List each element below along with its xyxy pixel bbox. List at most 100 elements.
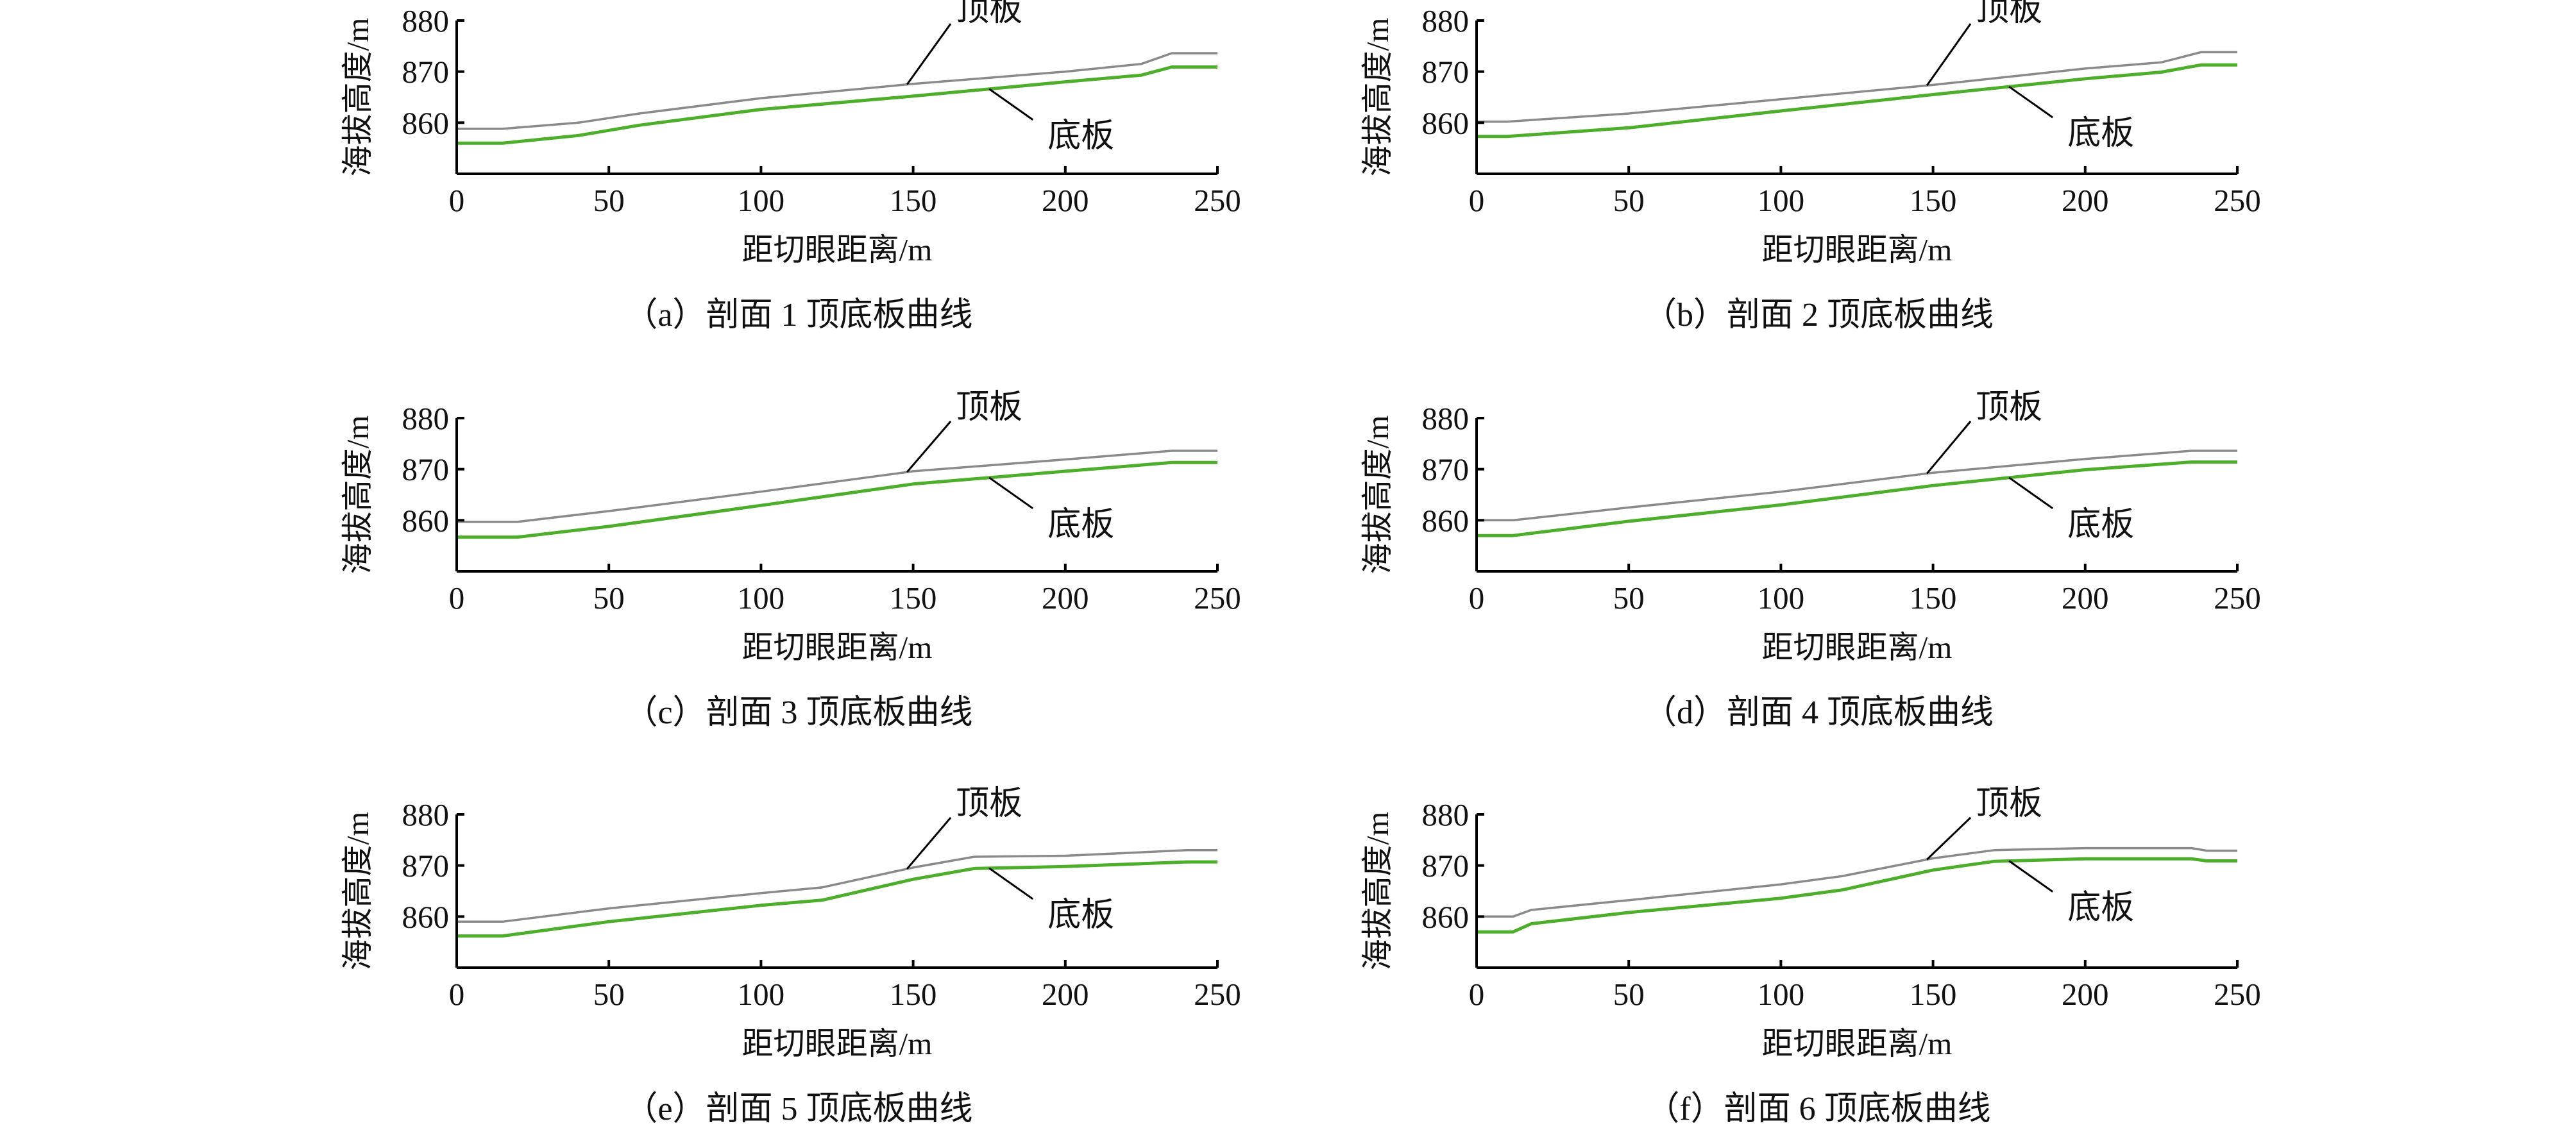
panel-2-x-tick-label: 0 bbox=[1469, 183, 1485, 218]
panel-4-y-tick-label: 870 bbox=[1422, 452, 1470, 487]
panel-2-y-tick-label: 870 bbox=[1422, 55, 1470, 90]
panel-3: 0 50 100 150 200 250 860 870 880 距切眼距离/m 海拔高度/m （c）… bbox=[340, 389, 1241, 731]
panel-5-x-tick-label: 0 bbox=[449, 977, 465, 1012]
panel-6-caption: （f）剖面 6 顶底板曲线 bbox=[1646, 1091, 1990, 1127]
panel-5-x-tick-label: 200 bbox=[1042, 977, 1089, 1012]
panel-3-floor-label: 底板 bbox=[1047, 507, 1114, 543]
panel-4-x-tick-label: 150 bbox=[1910, 580, 1957, 616]
panel-5-floor-label: 底板 bbox=[1047, 897, 1114, 934]
panel-4-floor-label: 底板 bbox=[2067, 507, 2134, 543]
panel-1-y-tick-label: 870 bbox=[402, 55, 450, 90]
panel-2-x-tick-label: 200 bbox=[2062, 183, 2109, 218]
panel-1-floor-leader bbox=[988, 88, 1034, 121]
panel-1-roof-label: 顶板 bbox=[956, 0, 1022, 28]
panel-1-floor-label: 底板 bbox=[1047, 118, 1114, 155]
panel-1-x-tick-label: 200 bbox=[1042, 183, 1089, 218]
panel-5-caption: （e）剖面 5 顶底板曲线 bbox=[624, 1091, 972, 1127]
panel-5-series-roof-line bbox=[457, 849, 1217, 923]
panel-2-floor-leader bbox=[2008, 85, 2054, 119]
panel-1-caption: （a）剖面 1 顶底板曲线 bbox=[624, 297, 972, 333]
panel-3-y-tick-label: 880 bbox=[402, 401, 450, 436]
panel-1-x-tick-label: 250 bbox=[1194, 183, 1241, 218]
panel-2-x-tick-label: 100 bbox=[1758, 183, 1805, 218]
panel-3-roof-label: 顶板 bbox=[956, 389, 1022, 426]
panel-6-y-tick-label: 860 bbox=[1422, 899, 1470, 934]
panel-5-x-tick-label: 150 bbox=[890, 977, 937, 1012]
panel-2-roof-label: 顶板 bbox=[1976, 0, 2042, 28]
panel-5-floor-leader bbox=[988, 867, 1034, 900]
panel-4-y-tick-label: 880 bbox=[1422, 401, 1470, 436]
panel-2-series-floor-line bbox=[1477, 63, 2237, 139]
panel-5-y-tick-label: 870 bbox=[402, 848, 450, 884]
panel-3-series-roof-line bbox=[457, 450, 1217, 523]
panel-2: 0 50 100 150 200 250 860 870 880 距切眼距离/m 海拔高度/m （b）… bbox=[1360, 0, 2261, 333]
panel-6-x-tick-label: 50 bbox=[1613, 977, 1645, 1012]
panel-4-x-tick-label: 50 bbox=[1613, 580, 1645, 616]
panel-6-x-tick-label: 150 bbox=[1910, 977, 1957, 1012]
panel-1-x-tick-label: 150 bbox=[890, 183, 937, 218]
panel-5-roof-leader bbox=[906, 817, 952, 870]
panel-6-x-tick-label: 250 bbox=[2214, 977, 2261, 1012]
panel-3-floor-leader bbox=[988, 476, 1034, 510]
panel-2-floor-label: 底板 bbox=[2067, 115, 2134, 152]
panel-5-y-tick-label: 880 bbox=[402, 797, 450, 832]
panel-2-series-roof-line bbox=[1477, 51, 2237, 123]
panel-4: 0 50 100 150 200 250 860 870 880 距切眼距离/m 海拔高度/m （d）… bbox=[1360, 389, 2261, 731]
panel-6-roof-leader bbox=[1926, 816, 1972, 861]
panel-6-floor-label: 底板 bbox=[2067, 890, 2134, 927]
panel-6-y-tick-label: 880 bbox=[1422, 797, 1470, 832]
panel-2-x-tick-label: 250 bbox=[2214, 183, 2261, 218]
panel-1-x-axis-title: 距切眼距离/m bbox=[742, 232, 933, 267]
panel-4-roof-leader bbox=[1926, 421, 1972, 475]
panel-5-x-axis-title: 距切眼距离/m bbox=[742, 1026, 933, 1061]
panel-3-x-axis-title: 距切眼距离/m bbox=[742, 630, 933, 665]
panel-5-series-floor-line bbox=[457, 860, 1217, 938]
panel-5-x-tick-label: 250 bbox=[1194, 977, 1241, 1012]
panel-6-floor-leader bbox=[2008, 860, 2054, 893]
panel-4-x-tick-label: 100 bbox=[1758, 580, 1805, 616]
panel-3-x-tick-label: 250 bbox=[1194, 580, 1241, 616]
panel-3-y-axis-title: 海拔高度/m bbox=[340, 416, 375, 575]
panel-6-series-floor-line bbox=[1477, 857, 2237, 934]
panel-2-x-axis-title: 距切眼距离/m bbox=[1762, 232, 1953, 267]
panel-4-roof-label: 顶板 bbox=[1976, 389, 2042, 426]
panel-4-y-tick-label: 860 bbox=[1422, 503, 1470, 538]
panel-1-series-roof-line bbox=[457, 52, 1217, 130]
panel-5-x-tick-label: 50 bbox=[593, 977, 625, 1012]
panel-4-y-axis-title: 海拔高度/m bbox=[1360, 416, 1395, 575]
panel-5-y-axis-title: 海拔高度/m bbox=[340, 812, 375, 971]
panel-6: 0 50 100 150 200 250 860 870 880 距切眼距离/m 海拔高度/m （f）… bbox=[1360, 786, 2261, 1127]
panel-3-series-floor-line bbox=[457, 460, 1217, 539]
panel-1-roof-leader bbox=[906, 23, 952, 85]
panel-4-caption: （d）剖面 4 顶底板曲线 bbox=[1643, 694, 1994, 731]
panel-4-x-tick-label: 0 bbox=[1469, 580, 1485, 616]
panel-6-series-roof-line bbox=[1477, 846, 2237, 918]
panel-1-y-axis-title: 海拔高度/m bbox=[340, 18, 375, 177]
panel-6-x-tick-label: 0 bbox=[1469, 977, 1485, 1012]
panel-2-y-axis-title: 海拔高度/m bbox=[1360, 18, 1395, 177]
panel-1-x-tick-label: 50 bbox=[593, 183, 625, 218]
panel-2-caption: （b）剖面 2 顶底板曲线 bbox=[1643, 297, 1994, 333]
panel-5-roof-label: 顶板 bbox=[956, 786, 1022, 822]
panel-3-x-tick-label: 100 bbox=[738, 580, 785, 616]
panel-4-series-floor-line bbox=[1477, 460, 2237, 537]
panel-4-x-axis-title: 距切眼距离/m bbox=[1762, 630, 1953, 665]
panel-6-y-tick-label: 870 bbox=[1422, 848, 1470, 884]
panel-5: 0 50 100 150 200 250 860 870 880 距切眼距离/m 海拔高度/m （e）… bbox=[340, 786, 1241, 1127]
panel-3-x-tick-label: 200 bbox=[1042, 580, 1089, 616]
panel-5-y-tick-label: 860 bbox=[402, 899, 450, 934]
panel-3-x-tick-label: 50 bbox=[593, 580, 625, 616]
panel-4-floor-leader bbox=[2008, 476, 2054, 510]
panel-3-y-tick-label: 870 bbox=[402, 452, 450, 487]
panel-2-y-tick-label: 880 bbox=[1422, 3, 1470, 38]
panel-3-y-tick-label: 860 bbox=[402, 503, 450, 538]
panel-2-x-tick-label: 50 bbox=[1613, 183, 1645, 218]
panel-1-y-tick-label: 860 bbox=[402, 105, 450, 140]
panel-1: 0 50 100 150 200 250 860 870 880 距切眼距离/m 海拔高度/m （a）… bbox=[340, 0, 1241, 333]
panel-6-x-tick-label: 200 bbox=[2062, 977, 2109, 1012]
panel-4-series-roof-line bbox=[1477, 450, 2237, 522]
panel-1-y-tick-label: 880 bbox=[402, 3, 450, 38]
panel-4-x-tick-label: 200 bbox=[2062, 580, 2109, 616]
panel-3-caption: （c）剖面 3 顶底板曲线 bbox=[624, 694, 972, 731]
